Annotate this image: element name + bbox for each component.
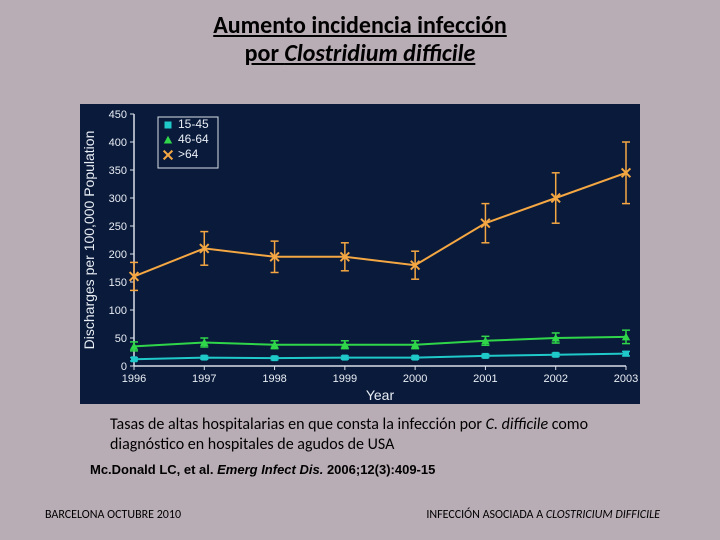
slide: Aumento incidencia infección por Clostri… — [0, 0, 720, 540]
svg-text:2000: 2000 — [403, 373, 427, 385]
svg-text:>64: >64 — [178, 147, 199, 161]
footer-right-em: CLOSTRICIUM DIFFICILE — [546, 508, 660, 522]
caption-pre: Tasas de altas hospitalarias en que cons… — [110, 415, 486, 434]
svg-text:1999: 1999 — [333, 373, 357, 385]
svg-text:46-64: 46-64 — [178, 132, 209, 146]
citation-pre: Mc.Donald LC, et al. — [90, 462, 217, 477]
chart-area: 0 50 100 150 200 250 300 350 400 450 1996 1997 1998 1… — [80, 104, 640, 404]
svg-text:2001: 2001 — [473, 373, 497, 385]
svg-text:1996: 1996 — [122, 373, 146, 385]
citation-post: 2006;12(3):409-15 — [323, 462, 435, 477]
svg-text:250: 250 — [109, 221, 127, 233]
footer-right: INFECCIÓN ASOCIADA A CLOSTRICIUM DIFFICI… — [426, 508, 660, 522]
caption-text: Tasas de altas hospitalarias en que cons… — [110, 415, 640, 455]
svg-text:1997: 1997 — [192, 373, 216, 385]
svg-text:450: 450 — [109, 109, 127, 121]
chart-svg: 0 50 100 150 200 250 300 350 400 450 1996 1997 1998 1… — [80, 104, 640, 404]
footer-left: BARCELONA OCTUBRE 2010 — [45, 508, 181, 522]
svg-text:150: 150 — [109, 277, 127, 289]
svg-text:0: 0 — [121, 361, 127, 373]
caption-em: C. difficile — [486, 415, 548, 434]
citation-text: Mc.Donald LC, et al. Emerg Infect Dis. 2… — [90, 462, 435, 477]
svg-text:400: 400 — [109, 137, 127, 149]
svg-text:2003: 2003 — [614, 373, 638, 385]
title-line1: Aumento incidencia infección — [213, 11, 507, 40]
footer-right-pre: INFECCIÓN ASOCIADA A — [426, 508, 546, 522]
svg-text:200: 200 — [109, 249, 127, 261]
svg-text:100: 100 — [109, 305, 127, 317]
svg-text:Year: Year — [366, 387, 395, 403]
title-line2-pre: por — [245, 39, 285, 68]
citation-em: Emerg Infect Dis. — [217, 462, 323, 477]
title-italic: Clostridium difficile — [284, 39, 475, 68]
svg-text:2002: 2002 — [543, 373, 567, 385]
slide-title: Aumento incidencia infección por Clostri… — [0, 0, 720, 67]
svg-text:Discharges per 100,000 Populat: Discharges per 100,000 Population — [81, 131, 97, 350]
svg-text:50: 50 — [115, 333, 127, 345]
svg-text:350: 350 — [109, 165, 127, 177]
svg-text:300: 300 — [109, 193, 127, 205]
svg-text:1998: 1998 — [262, 373, 286, 385]
svg-text:15-45: 15-45 — [178, 117, 209, 131]
